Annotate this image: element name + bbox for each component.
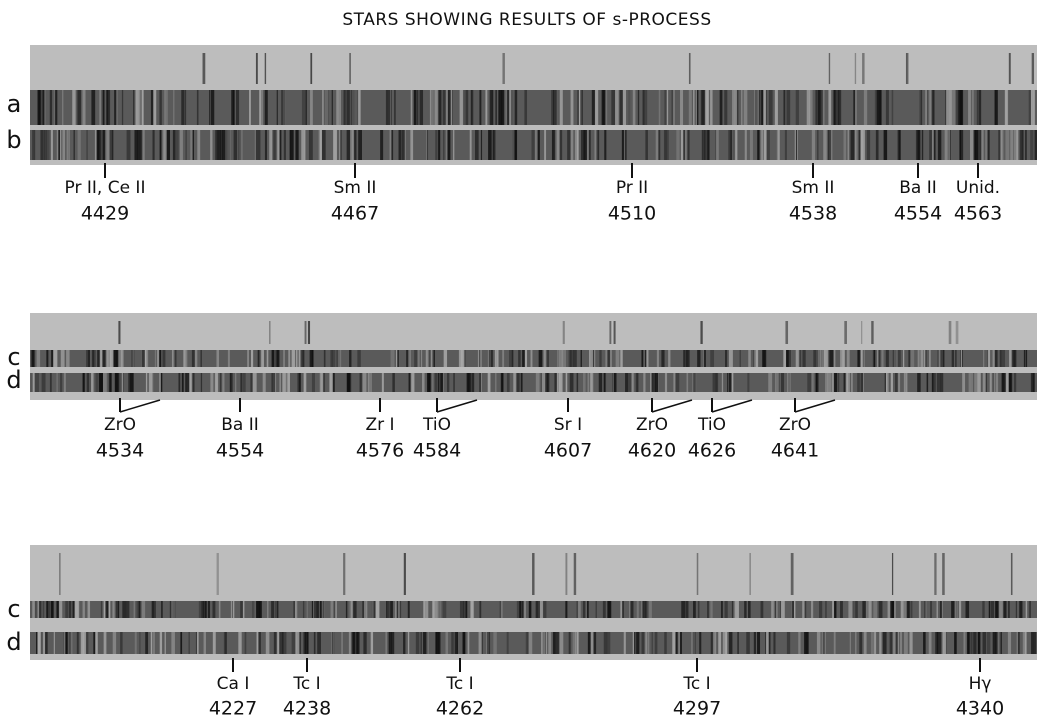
line-label: Pr II, Ce II — [65, 178, 146, 198]
wavelength-label: 4620 — [628, 440, 676, 462]
line-label: Hγ — [969, 674, 992, 694]
wavelength-label: 4534 — [96, 440, 144, 462]
line-label: Zr I — [365, 415, 394, 435]
wavelength-label: 4563 — [954, 203, 1002, 225]
figure-title: STARS SHOWING RESULTS OF s-PROCESS — [342, 10, 711, 30]
band-head — [119, 399, 161, 413]
line-label: Sm II — [792, 178, 835, 198]
spectrum-panel — [30, 313, 1037, 400]
wavelength-label: 4238 — [283, 698, 331, 720]
wavelength-label: 4626 — [688, 440, 736, 462]
line-label: ZrO — [636, 415, 668, 435]
wavelength-label: 4576 — [356, 440, 404, 462]
line-label: Tc I — [682, 674, 710, 694]
wavelength-label: 4510 — [608, 203, 656, 225]
wavelength-label: 4429 — [81, 203, 129, 225]
row-label: a — [7, 90, 22, 118]
row-label: c — [7, 595, 20, 623]
line-label: Unid. — [956, 178, 1000, 198]
line-label: Ba II — [221, 415, 259, 435]
row-label: d — [6, 628, 21, 656]
row-label: c — [7, 343, 20, 371]
wavelength-label: 4554 — [894, 203, 942, 225]
wavelength-label: 4262 — [436, 698, 484, 720]
wavelength-label: 4641 — [771, 440, 819, 462]
wavelength-label: 4607 — [544, 440, 592, 462]
line-label: Sm II — [334, 178, 377, 198]
line-label: ZrO — [779, 415, 811, 435]
line-label: Tc I — [292, 674, 320, 694]
spectrum-band — [30, 373, 1037, 392]
band-head — [794, 399, 836, 413]
wavelength-label: 4297 — [673, 698, 721, 720]
line-label: TiO — [422, 415, 451, 435]
wavelength-label: 4538 — [789, 203, 837, 225]
spectrum-band — [30, 601, 1037, 618]
line-label: ZrO — [104, 415, 136, 435]
spectrum-panel — [30, 545, 1037, 660]
line-label: Tc I — [445, 674, 473, 694]
band-head — [711, 399, 753, 413]
row-label: b — [6, 126, 21, 154]
spectrum-panel — [30, 45, 1037, 165]
band-head — [436, 399, 478, 413]
row-label: d — [6, 366, 21, 394]
wavelength-label: 4554 — [216, 440, 264, 462]
wavelength-label: 4227 — [209, 698, 257, 720]
wavelength-label: 4340 — [956, 698, 1004, 720]
line-label: Pr II — [616, 178, 648, 198]
line-label: TiO — [697, 415, 726, 435]
line-label: Ba II — [899, 178, 937, 198]
wavelength-label: 4467 — [331, 203, 379, 225]
line-label: Ca I — [217, 674, 250, 694]
wavelength-label: 4584 — [413, 440, 461, 462]
line-label: Sr I — [554, 415, 582, 435]
band-head — [651, 399, 693, 413]
